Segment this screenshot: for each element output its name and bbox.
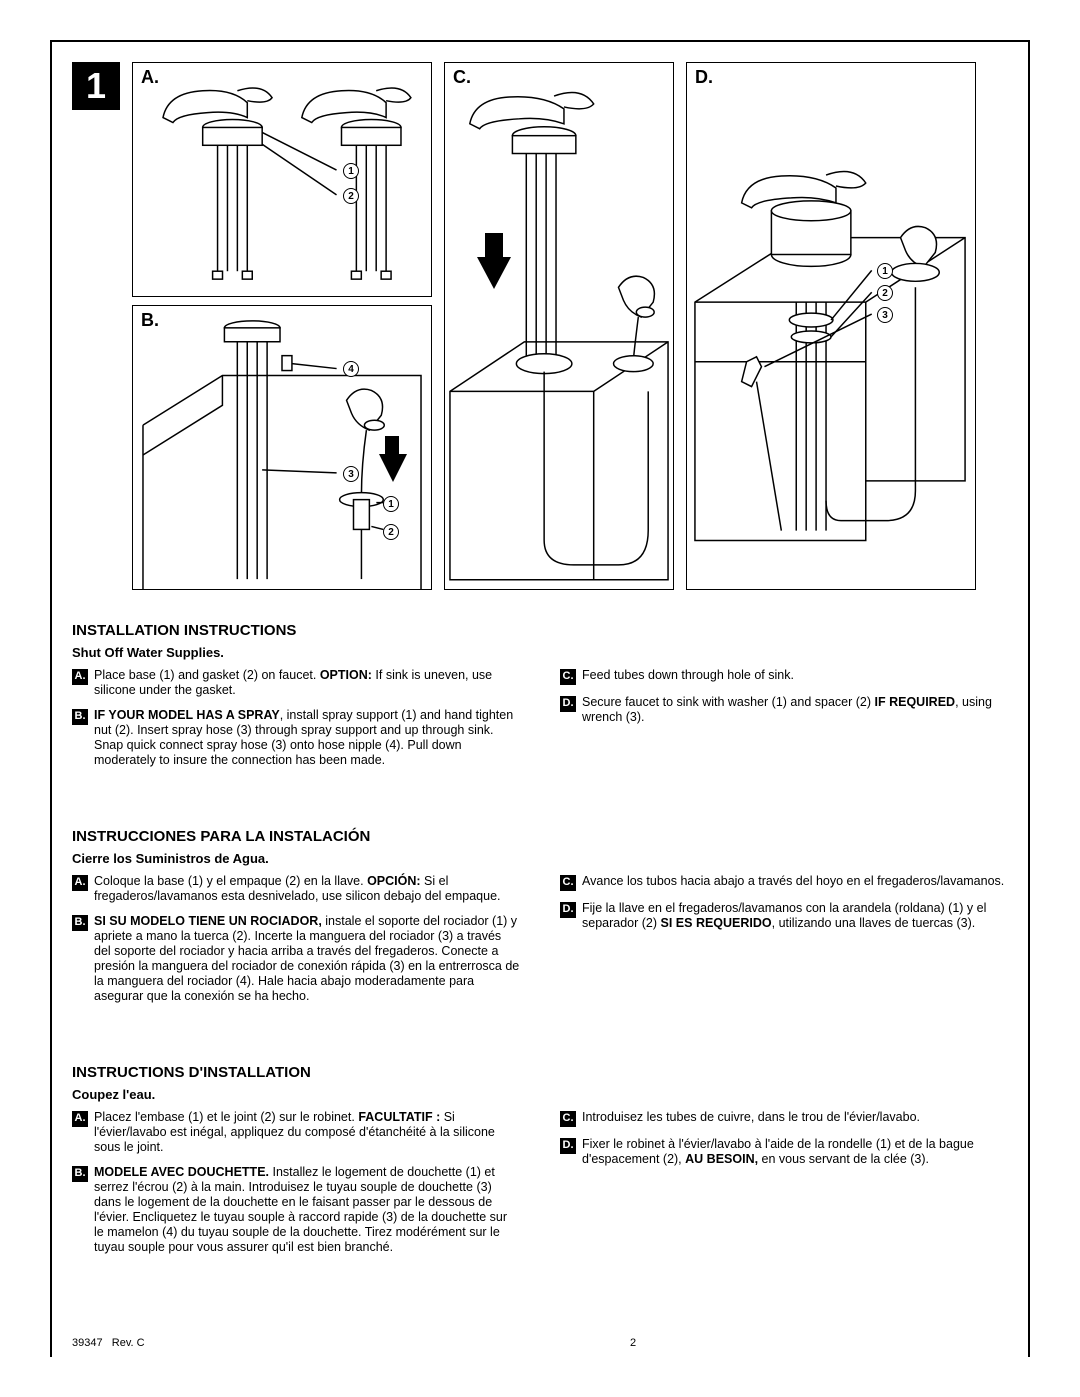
diagram-label: A. (141, 67, 159, 88)
text: en vous servant de la clée (3). (758, 1152, 929, 1166)
text: Feed tubes down through hole of sink. (582, 668, 1008, 685)
letter-badge: B. (72, 709, 88, 725)
page-footer: 39347 Rev. C 2 (72, 1337, 1008, 1349)
diagram-label: D. (695, 67, 713, 88)
diagram-column-1: A. (132, 62, 432, 592)
callout: 1 (383, 496, 399, 512)
letter-badge: A. (72, 875, 88, 891)
text-bold: SI ES REQUERIDO (661, 916, 772, 930)
text: Placez l'embase (1) et le joint (2) sur … (94, 1110, 358, 1124)
doc-number: 39347 (72, 1337, 103, 1349)
page-border: 1 A. (50, 40, 1030, 1357)
text: , utilizando una llaves de tuercas (3). (772, 916, 976, 930)
section-subtitle: Coupez l'eau. (72, 1087, 1008, 1102)
callout: 3 (343, 466, 359, 482)
section-subtitle: Shut Off Water Supplies. (72, 645, 1008, 660)
section-title: INSTRUCTIONS D'INSTALLATION (72, 1064, 1008, 1081)
diagram-column-3: D. (686, 62, 976, 592)
instruction-a: A. Placez l'embase (1) et le joint (2) s… (72, 1110, 520, 1155)
letter-badge: A. (72, 669, 88, 685)
text: Coloque la base (1) y el empaque (2) en … (94, 874, 367, 888)
diagram-label: C. (453, 67, 471, 88)
letter-badge: A. (72, 1111, 88, 1127)
diagram-d: D. (686, 62, 976, 590)
instruction-a: A. Coloque la base (1) y el empaque (2) … (72, 874, 520, 904)
english-block: INSTALLATION INSTRUCTIONS Shut Off Water… (72, 622, 1008, 778)
diagram-column-2: C. (444, 62, 674, 592)
callout: 4 (343, 361, 359, 377)
text: Secure faucet to sink with washer (1) an… (582, 695, 875, 709)
arrow-icon (385, 436, 399, 456)
section-title: INSTRUCCIONES PARA LA INSTALACIÓN (72, 828, 1008, 845)
letter-badge: C. (560, 1111, 576, 1127)
letter-badge: B. (72, 915, 88, 931)
text-bold: FACULTATIF : (358, 1110, 440, 1124)
text: Place base (1) and gasket (2) on faucet. (94, 668, 320, 682)
page-number: 2 (450, 1337, 1008, 1349)
letter-badge: C. (560, 875, 576, 891)
callout: 1 (877, 263, 893, 279)
text-bold: IF REQUIRED (875, 695, 956, 709)
section-title: INSTALLATION INSTRUCTIONS (72, 622, 1008, 639)
instruction-d: D. Secure faucet to sink with washer (1)… (560, 695, 1008, 725)
letter-badge: B. (72, 1166, 88, 1182)
instruction-b: B. MODELE AVEC DOUCHETTE. Installez le l… (72, 1165, 520, 1255)
faucet-illustration-c (445, 63, 673, 589)
instruction-d: D. Fije la llave en el fregaderos/lavama… (560, 901, 1008, 931)
instruction-b: B. SI SU MODELO TIENE UN ROCIADOR, insta… (72, 914, 520, 1004)
instruction-c: C. Feed tubes down through hole of sink. (560, 668, 1008, 685)
instruction-c: C. Introduisez les tubes de cuivre, dans… (560, 1110, 1008, 1127)
callout: 2 (877, 285, 893, 301)
text-bold: IF YOUR MODEL HAS A SPRAY (94, 708, 280, 722)
text-bold: OPCIÓN: (367, 874, 420, 888)
diagram-row: 1 A. (72, 62, 1008, 592)
callout: 2 (343, 188, 359, 204)
revision: Rev. C (112, 1337, 145, 1349)
instruction-c: C. Avance los tubos hacia abajo a través… (560, 874, 1008, 891)
faucet-illustration-d (687, 63, 975, 589)
callout: 2 (383, 524, 399, 540)
letter-badge: D. (560, 696, 576, 712)
section-subtitle: Cierre los Suministros de Agua. (72, 851, 1008, 866)
arrow-icon (477, 257, 511, 289)
text-section: INSTALLATION INSTRUCTIONS Shut Off Water… (72, 622, 1008, 1265)
french-block: INSTRUCTIONS D'INSTALLATION Coupez l'eau… (72, 1064, 1008, 1265)
callout: 3 (877, 307, 893, 323)
callout: 1 (343, 163, 359, 179)
instruction-d: D. Fixer le robinet à l'évier/lavabo à l… (560, 1137, 1008, 1167)
diagram-label: B. (141, 310, 159, 331)
text-bold: AU BESOIN, (685, 1152, 758, 1166)
diagram-a: A. (132, 62, 432, 297)
text: Avance los tubos hacia abajo a través de… (582, 874, 1008, 891)
arrow-icon (379, 454, 407, 482)
text: Introduisez les tubes de cuivre, dans le… (582, 1110, 1008, 1127)
text-bold: OPTION: (320, 668, 372, 682)
text-bold: SI SU MODELO TIENE UN ROCIADOR, (94, 914, 322, 928)
step-number-badge: 1 (72, 62, 120, 110)
letter-badge: C. (560, 669, 576, 685)
text-bold: MODELE AVEC DOUCHETTE. (94, 1165, 269, 1179)
instruction-a: A. Place base (1) and gasket (2) on fauc… (72, 668, 520, 698)
letter-badge: D. (560, 902, 576, 918)
spanish-block: INSTRUCCIONES PARA LA INSTALACIÓN Cierre… (72, 828, 1008, 1014)
letter-badge: D. (560, 1138, 576, 1154)
diagram-c: C. (444, 62, 674, 590)
diagram-b: B. (132, 305, 432, 590)
faucet-illustration-a (133, 63, 431, 296)
arrow-icon (485, 233, 503, 259)
instruction-b: B. IF YOUR MODEL HAS A SPRAY, install sp… (72, 708, 520, 768)
